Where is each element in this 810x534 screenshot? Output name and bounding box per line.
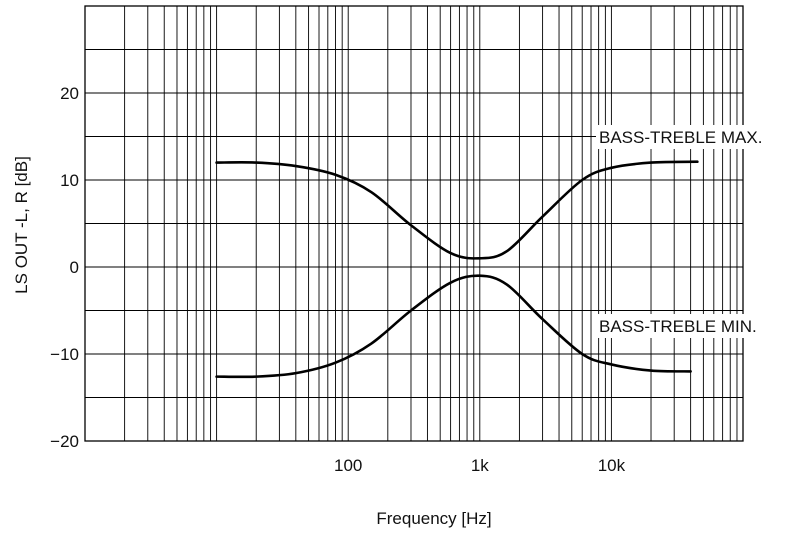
x-tick-label: 100 [334,456,362,475]
y-tick-label: 10 [60,171,79,190]
series-label-max: BASS-TREBLE MAX. [599,128,762,147]
x-tick-label: 1k [471,456,489,475]
grid [85,6,743,441]
series-label-min: BASS-TREBLE MIN. [599,317,757,336]
y-tick-label: −20 [50,432,79,451]
series-label-max-bg [596,125,802,149]
plot-frame [84,5,744,442]
y-tick-label: 20 [60,84,79,103]
series-label-min-bg [596,314,792,338]
y-axis-label: LS OUT -L, R [dB] [12,156,31,294]
x-tick-label: 10k [598,456,626,475]
x-axis-label: Frequency [Hz] [376,509,491,528]
series-line-min [215,274,692,379]
series-line-max [215,160,699,260]
y-tick-label: −10 [50,345,79,364]
y-tick-label: 0 [70,258,79,277]
curves [215,160,699,379]
